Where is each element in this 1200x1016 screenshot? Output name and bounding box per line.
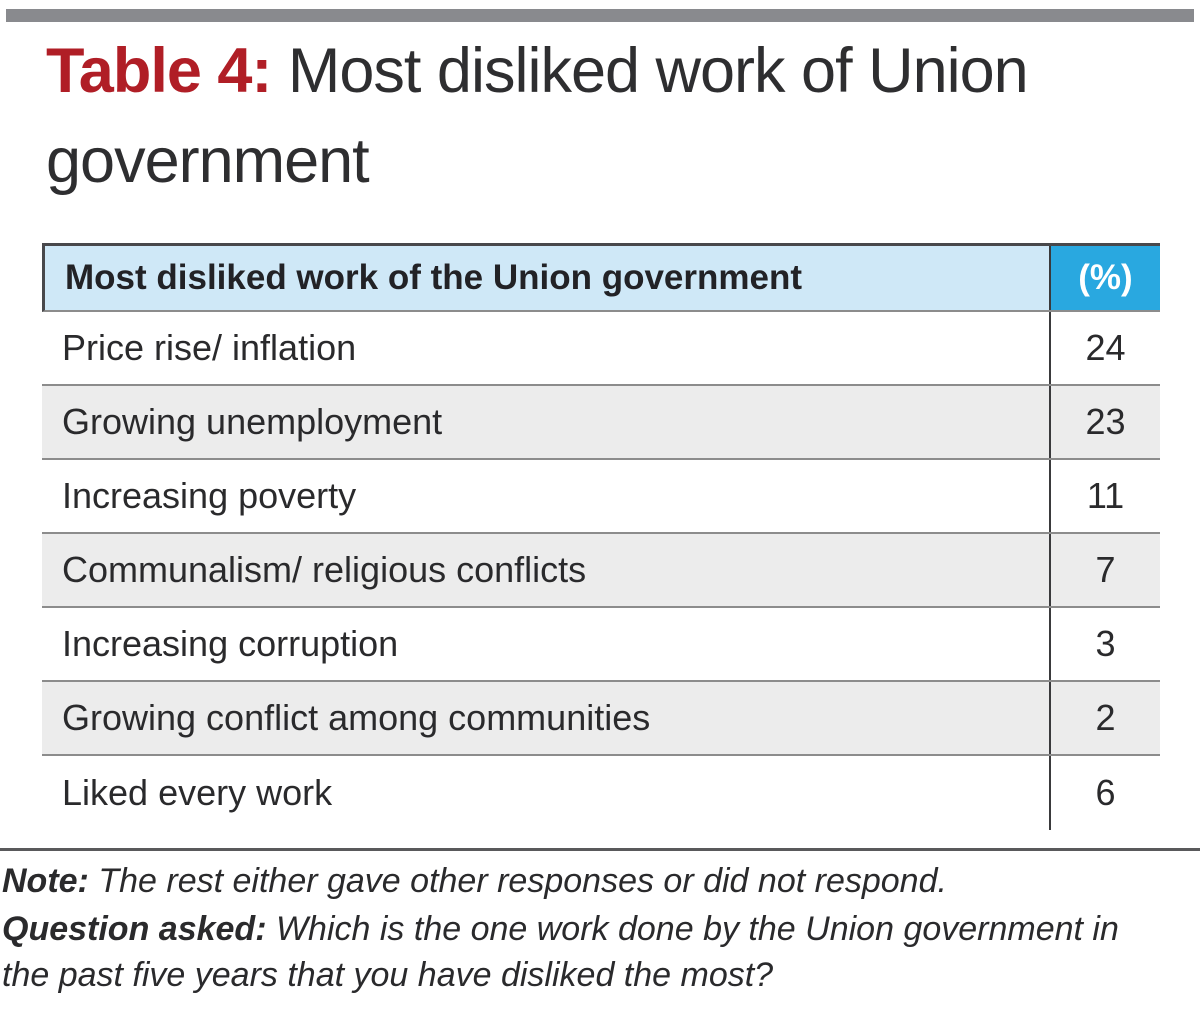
row-label: Increasing corruption (62, 623, 399, 664)
row-label: Communalism/ religious conflicts (62, 549, 587, 590)
row-value: 6 (1049, 756, 1160, 830)
note-text: Note: The rest either gave other respons… (2, 858, 1152, 904)
page-title-text: Most disliked work of Union government (46, 36, 1029, 196)
table-body: Price rise/ inflation 24 Growing unemplo… (42, 312, 1160, 830)
row-value: 2 (1049, 682, 1160, 754)
table-header-percent: (%) (1049, 246, 1160, 310)
row-value: 3 (1049, 608, 1160, 680)
note-label: Note: (2, 862, 89, 900)
data-table: Most disliked work of the Union governme… (42, 243, 1160, 830)
row-label: Growing unemployment (62, 401, 443, 442)
table-row: Communalism/ religious conflicts 7 (42, 534, 1160, 608)
table-row: Growing unemployment 23 (42, 386, 1160, 460)
row-value: 23 (1049, 386, 1160, 458)
top-divider-bar (6, 9, 1194, 22)
page-title-prefix: Table 4: (46, 36, 272, 106)
row-value: 24 (1049, 312, 1160, 384)
table-header-label: Most disliked work of the Union governme… (65, 258, 802, 297)
table-row: Price rise/ inflation 24 (42, 312, 1160, 386)
table-row: Growing conflict among communities 2 (42, 682, 1160, 756)
table-row: Liked every work 6 (42, 756, 1160, 830)
note-body: The rest either gave other responses or … (88, 862, 947, 900)
row-value: 11 (1049, 460, 1160, 532)
table-header-row: Most disliked work of the Union governme… (42, 246, 1160, 312)
row-value: 7 (1049, 534, 1160, 606)
row-label: Liked every work (62, 772, 333, 813)
row-label: Growing conflict among communities (62, 697, 651, 738)
question-label: Question asked: (2, 910, 267, 948)
question-body: Which is the one work done by the Union … (2, 910, 1119, 994)
table-row: Increasing corruption 3 (42, 608, 1160, 682)
row-label: Increasing poverty (62, 475, 357, 516)
table-row: Increasing poverty 11 (42, 460, 1160, 534)
row-label: Price rise/ inflation (62, 327, 357, 368)
page-title: Table 4: Most disliked work of Union gov… (46, 26, 1156, 206)
bottom-divider-rule (0, 848, 1200, 851)
question-text: Question asked: Which is the one work do… (2, 906, 1152, 998)
